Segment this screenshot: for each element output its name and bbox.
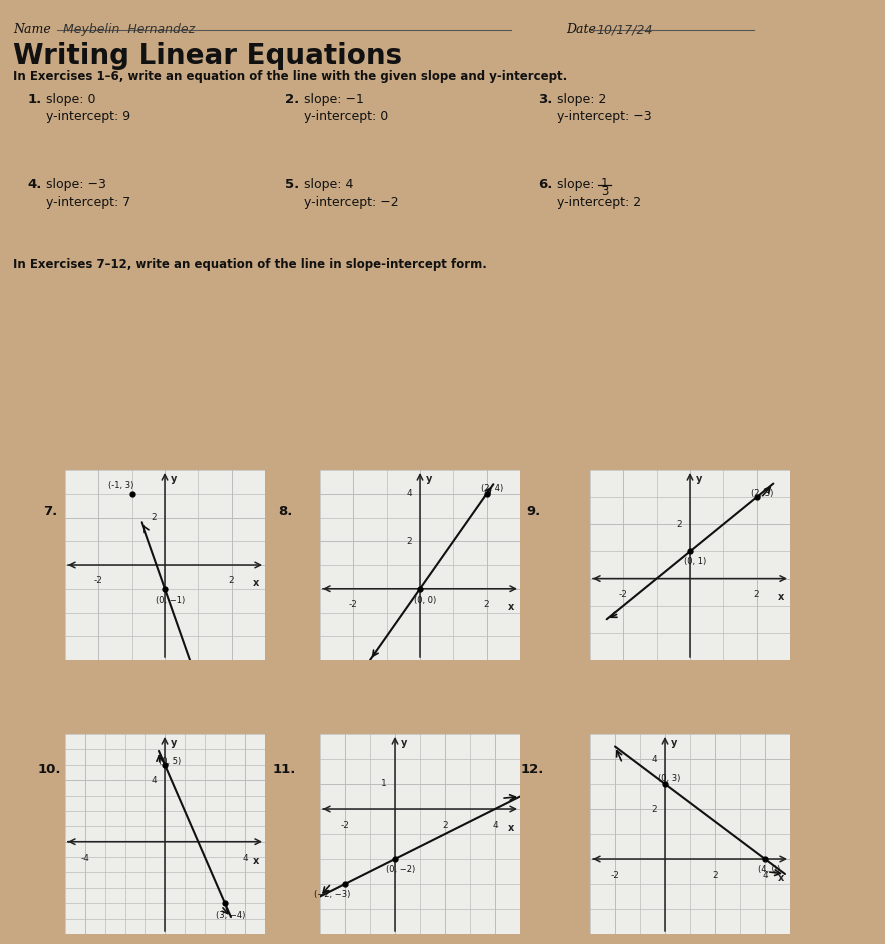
Text: (4, 0): (4, 0) [758,866,781,874]
Text: y-intercept: 9: y-intercept: 9 [46,110,130,124]
Text: y-intercept: 0: y-intercept: 0 [304,110,388,124]
Text: 2: 2 [406,537,412,546]
Text: y: y [696,474,703,483]
Text: 8.: 8. [278,505,292,518]
Text: slope: −1: slope: −1 [304,93,364,106]
Text: y: y [171,474,177,483]
Text: 4: 4 [762,871,768,880]
Text: y-intercept: 7: y-intercept: 7 [46,195,130,209]
Text: (0, 3): (0, 3) [658,774,681,784]
Text: -2: -2 [349,600,358,609]
Text: x: x [508,602,514,612]
Text: y-intercept: −2: y-intercept: −2 [304,195,398,209]
Text: Name: Name [13,23,50,36]
Text: (0, −2): (0, −2) [386,866,415,874]
Text: 4: 4 [242,853,248,863]
Text: y-intercept: 2: y-intercept: 2 [557,195,641,209]
Text: In Exercises 7–12, write an equation of the line in slope-intercept form.: In Exercises 7–12, write an equation of … [13,258,487,271]
Text: -2: -2 [94,577,103,585]
Text: y-intercept: −3: y-intercept: −3 [557,110,651,124]
Text: 1: 1 [381,780,387,788]
Text: slope:: slope: [557,178,598,192]
Text: Date: Date [566,23,596,36]
Text: 6.: 6. [538,178,552,192]
Text: x: x [778,592,784,602]
Text: 12.: 12. [520,764,544,776]
Text: 9.: 9. [527,505,541,518]
Text: (0, 1): (0, 1) [684,557,706,566]
Text: -2: -2 [619,590,627,599]
Text: (0, 0): (0, 0) [414,597,436,605]
Text: (3, −4): (3, −4) [216,911,245,920]
Text: x: x [253,855,259,866]
Text: Writing Linear Equations: Writing Linear Equations [13,42,402,71]
Text: 4: 4 [651,754,657,764]
Text: 1.: 1. [27,93,42,106]
Text: slope: 4: slope: 4 [304,178,353,192]
Text: x: x [778,873,784,883]
Text: (0, 5): (0, 5) [159,757,181,766]
Text: 2: 2 [442,821,448,830]
Text: 5.: 5. [285,178,299,192]
Text: (-1, 3): (-1, 3) [108,480,134,490]
Text: (2, 4): (2, 4) [481,484,504,493]
Text: x: x [508,823,514,833]
Text: -2: -2 [341,821,350,830]
Text: y: y [401,738,407,748]
Text: 3: 3 [601,185,608,198]
Text: (−2, −3): (−2, −3) [314,890,350,900]
Text: (2, 3): (2, 3) [750,489,773,498]
Text: 4: 4 [151,776,157,784]
Text: slope: 0: slope: 0 [46,93,96,106]
Text: slope: −3: slope: −3 [46,178,106,192]
Text: slope: 2: slope: 2 [557,93,606,106]
Text: 4.: 4. [27,178,42,192]
Text: y: y [171,738,177,748]
Text: 4: 4 [492,821,497,830]
Text: 2: 2 [151,513,157,522]
Text: -4: -4 [81,853,89,863]
Text: (0, −1): (0, −1) [156,597,185,605]
Text: 2: 2 [484,600,489,609]
Text: y: y [426,474,433,483]
Text: 1: 1 [601,177,608,191]
Text: 2: 2 [651,804,657,814]
Text: Meybelin  Hernandez: Meybelin Hernandez [63,23,195,36]
Text: 7.: 7. [43,505,58,518]
Text: 4: 4 [406,489,412,498]
Text: 2: 2 [754,590,759,599]
Text: 2: 2 [676,520,682,529]
Text: x: x [253,579,259,588]
Text: 11.: 11. [273,764,296,776]
Text: In Exercises 1–6, write an equation of the line with the given slope and y-inter: In Exercises 1–6, write an equation of t… [13,70,567,82]
Text: 2.: 2. [285,93,299,106]
Text: 2: 2 [712,871,718,880]
Text: 3.: 3. [538,93,552,106]
Text: 10.: 10. [38,764,61,776]
Text: -2: -2 [611,871,620,880]
Text: y: y [671,738,677,748]
Text: 10/17/24: 10/17/24 [596,23,652,36]
Text: 2: 2 [229,577,235,585]
